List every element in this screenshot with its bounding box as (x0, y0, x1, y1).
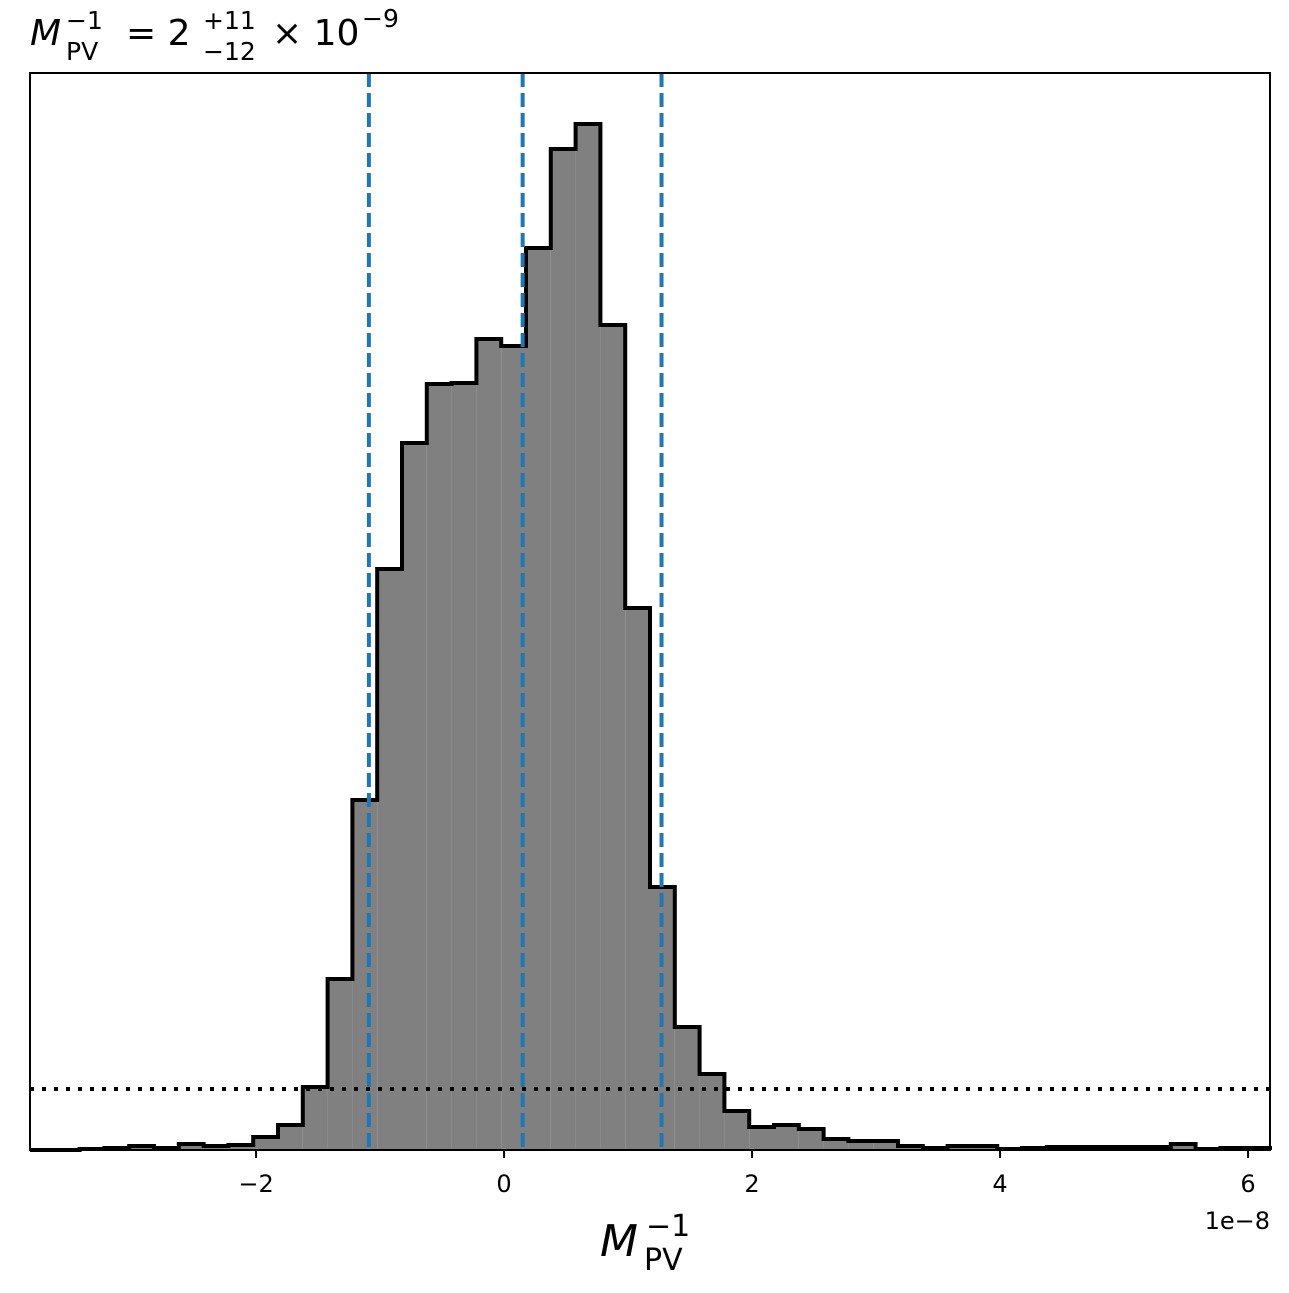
bar (178, 1144, 204, 1150)
bar (749, 1127, 774, 1150)
bar (526, 248, 551, 1150)
bar (848, 1141, 874, 1150)
x-label-subscript: PV (644, 1243, 683, 1278)
title-text: × 10 (272, 13, 359, 54)
bar (451, 383, 477, 1150)
plot-frame (29, 72, 1271, 1151)
bar (724, 1111, 750, 1150)
bar (302, 1087, 328, 1150)
title-superscript: −1 (66, 6, 103, 35)
bar (699, 1074, 725, 1150)
title: M PV −1 = 2 +11 −12 × 10 −9 (30, 4, 399, 66)
bar (550, 149, 576, 1150)
x-tick-label: 0 (496, 1170, 511, 1198)
histogram-outline (30, 122, 1272, 1152)
bar (352, 800, 378, 1150)
x-tick-label: −2 (238, 1170, 273, 1198)
bar (377, 569, 402, 1150)
x-tick-label: 2 (744, 1170, 759, 1198)
bar (278, 1125, 303, 1150)
x-offset-label: 1e−8 (1205, 1207, 1270, 1235)
bar (625, 608, 650, 1150)
x-label-symbol: M (600, 1216, 638, 1267)
bar (873, 1141, 898, 1150)
title-lower: −12 (203, 37, 256, 66)
x-tick-label: 6 (1240, 1170, 1255, 1198)
bar (228, 1145, 254, 1150)
title-exponent: −9 (362, 4, 399, 33)
bar (823, 1139, 849, 1150)
bar (402, 443, 427, 1150)
bar (575, 124, 601, 1150)
x-axis-label: M PV −1 (600, 1209, 690, 1278)
bar (426, 384, 452, 1150)
x-label-superscript: −1 (646, 1209, 690, 1244)
bar (798, 1129, 824, 1150)
title-symbol: M (30, 13, 61, 54)
bar (476, 339, 502, 1150)
title-upper: +11 (203, 6, 256, 35)
bar (1170, 1144, 1196, 1150)
bar (774, 1125, 799, 1150)
title-text: = 2 (126, 13, 191, 54)
bar (600, 325, 626, 1150)
title-subscript: PV (66, 37, 98, 66)
bar (253, 1137, 278, 1150)
bar (327, 979, 353, 1150)
x-tick-label: 4 (992, 1170, 1007, 1198)
